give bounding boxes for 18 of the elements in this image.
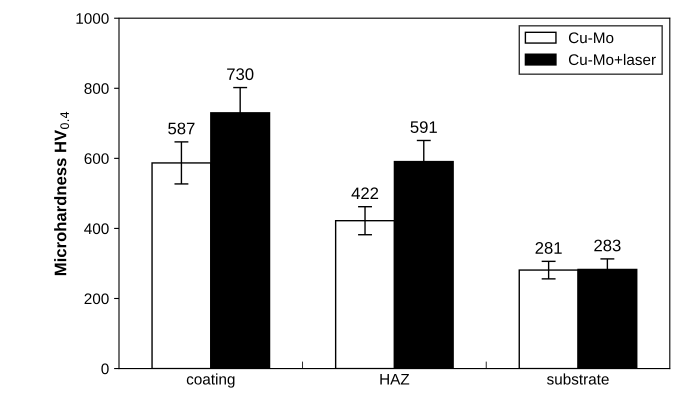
y-axis-title: Microhardness HV$_{0.4}$ [54, 112, 70, 276]
y-tick-label: 1000 [76, 13, 109, 24]
y-tick-label: 400 [84, 223, 109, 234]
x-tick-label: coating [186, 373, 234, 388]
x-tick-label: substrate [547, 373, 609, 385]
y-tick-label: 600 [84, 153, 109, 164]
data-label: 281 [536, 242, 562, 254]
data-label: 587 [168, 122, 194, 134]
legend-label: Cu-Mo+laser [568, 54, 656, 66]
y-tick-label: 200 [84, 293, 109, 304]
y-tick-label: 800 [84, 83, 109, 94]
y-tick-label: 0 [101, 363, 109, 374]
data-label: 591 [410, 121, 437, 133]
data-label: 283 [594, 240, 621, 252]
data-label: 422 [352, 187, 378, 200]
data-label: 730 [227, 68, 254, 80]
legend-label: Cu-Mo [568, 32, 614, 44]
x-tick-label: HAZ [380, 374, 410, 384]
